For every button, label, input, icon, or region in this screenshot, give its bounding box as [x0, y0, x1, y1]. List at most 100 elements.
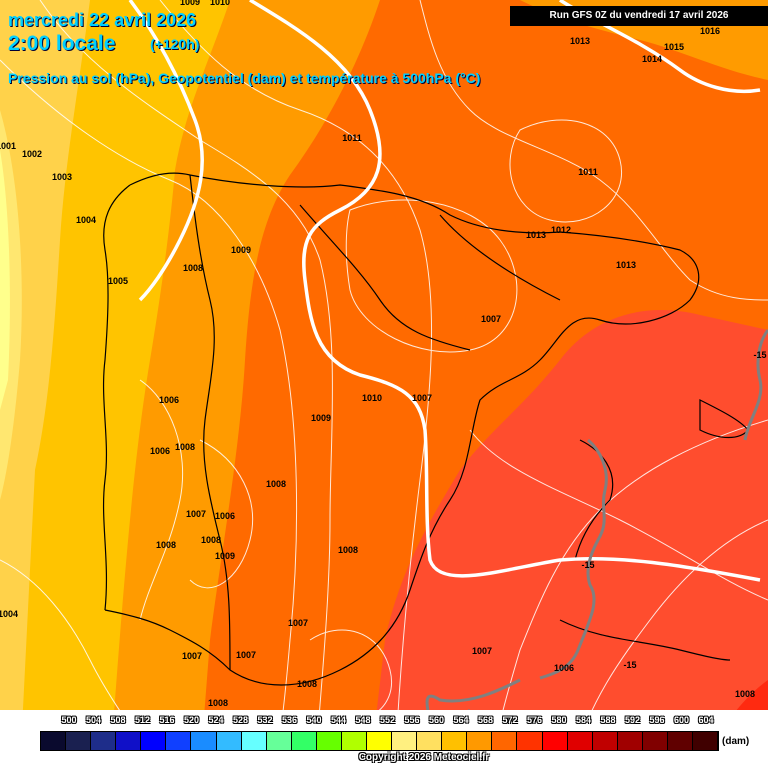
isobar-label: 1008: [297, 679, 317, 689]
legend-tick-label: 528: [232, 715, 249, 725]
isobar-label: 1008: [735, 689, 755, 699]
legend-swatch: [442, 732, 468, 750]
legend-tick-label: 516: [159, 715, 175, 725]
isobar-label: 1007: [481, 314, 501, 324]
legend-swatch: [667, 732, 694, 750]
forecast-date: mercredi 22 avril 2026: [8, 10, 197, 30]
legend-swatch: [291, 732, 317, 750]
legend-tick-label: 532: [257, 715, 273, 725]
legend-tick-label: 580: [551, 715, 567, 725]
legend-tick-label: 536: [281, 715, 298, 725]
isobar-label: 1015: [664, 42, 684, 52]
legend-tick-label: 596: [649, 715, 665, 725]
isobar-label: 1013: [526, 230, 546, 240]
isobar-label: 1008: [156, 540, 176, 550]
isobar-label: 1004: [0, 609, 18, 619]
legend-swatch: [693, 732, 719, 750]
run-info: Run GFS 0Z du vendredi 17 avril 2026: [510, 6, 768, 26]
isotherm-label: -15: [581, 560, 594, 570]
legend-tick-label: 592: [624, 715, 641, 725]
legend-tick-label: 500: [61, 715, 77, 725]
legend-swatch: [467, 732, 493, 750]
legend-swatch: [241, 732, 267, 750]
legend-tick-label: 520: [183, 715, 200, 725]
legend-swatch: [617, 732, 643, 750]
legend-swatch: [141, 732, 167, 750]
legend-swatch: [216, 732, 242, 750]
isobar-label: 1002: [22, 149, 42, 159]
isobar-label: 1009: [311, 413, 331, 423]
isobar-label: 1009: [231, 245, 251, 255]
isobar-label: 1013: [616, 260, 636, 270]
legend-tick-label: 544: [330, 715, 347, 725]
legend-swatch: [41, 732, 67, 750]
isobar-label: 1001: [0, 141, 16, 151]
map-subtitle: Pression au sol (hPa), Geopotentiel (dam…: [8, 70, 481, 86]
isobar-label: 1012: [551, 225, 571, 235]
isobar-label: 1013: [570, 36, 590, 46]
legend-tick-label: 564: [453, 715, 469, 725]
isobar-label: 1008: [208, 698, 228, 708]
isobar-label: 1005: [108, 276, 128, 286]
legend-tick-label: 604: [698, 715, 714, 725]
isobar-label: 1006: [159, 395, 179, 405]
legend-swatch: [567, 732, 593, 750]
isobar-label: 1010: [210, 0, 230, 7]
isobar-label: 1008: [338, 545, 358, 555]
isobar-label: 1008: [266, 479, 286, 489]
forecast-lead: (+120h): [150, 36, 200, 52]
legend-swatch: [392, 732, 418, 750]
legend-tick-label: 576: [526, 715, 543, 725]
legend-swatch: [316, 732, 342, 750]
isobar-label: 1011: [342, 133, 362, 143]
isobar-label: 1009: [215, 551, 235, 561]
legend-tick-label: 588: [600, 715, 616, 725]
legend-unit: (dam): [722, 736, 750, 747]
isobar-label: 1006: [150, 446, 170, 456]
isobar-label: 1010: [362, 393, 382, 403]
isotherm-label: -15: [623, 660, 636, 670]
isobar-label: 1007: [186, 509, 206, 519]
legend-swatch: [592, 732, 618, 750]
legend-tick-label: 552: [379, 715, 396, 725]
isobar-label: 1008: [183, 263, 203, 273]
isobar-label: 1008: [175, 442, 195, 452]
legend-swatch: [492, 732, 518, 750]
isobar-label: 1007: [472, 646, 492, 656]
legend-swatch: [417, 732, 443, 750]
legend-swatch: [266, 732, 292, 750]
legend-swatch: [642, 732, 668, 750]
isobar-label: 1007: [412, 393, 432, 403]
isobar-label: 1006: [554, 663, 574, 673]
isobar-label: 1009: [180, 0, 200, 7]
isobar-label: 1004: [76, 215, 96, 225]
legend-tick-label: 600: [673, 715, 690, 725]
isobar-label: 1003: [52, 172, 72, 182]
isobar-label: 1007: [288, 618, 308, 628]
legend-swatch: [116, 732, 142, 750]
isotherm-label: -15: [753, 350, 766, 360]
legend-swatch: [166, 732, 192, 750]
legend-swatch: [66, 732, 92, 750]
legend-tick-label: 548: [355, 715, 371, 725]
legend-tick-label: 556: [404, 715, 420, 725]
forecast-time: 2:00 locale: [8, 32, 116, 55]
legend-tick-label: 508: [110, 715, 126, 725]
isobar-label: 1011: [578, 167, 598, 177]
legend-swatch: [341, 732, 368, 750]
legend-tick-label: 524: [208, 715, 224, 725]
legend-tick-label: 584: [575, 715, 592, 725]
legend-tick-label: 560: [428, 715, 445, 725]
legend-swatch: [367, 732, 393, 750]
isobar-label: 1014: [642, 54, 662, 64]
legend-swatch: [542, 732, 568, 750]
legend-tick-label: 572: [502, 715, 518, 725]
legend-swatch: [517, 732, 543, 750]
legend-swatch: [191, 732, 217, 750]
legend-tick-label: 568: [477, 715, 494, 725]
legend-tick-label: 504: [85, 715, 102, 725]
copyright: Copyright 2026 Meteociel.fr: [358, 752, 490, 763]
isobar-label: 1016: [700, 26, 720, 36]
legend-tick-label: 512: [134, 715, 151, 725]
